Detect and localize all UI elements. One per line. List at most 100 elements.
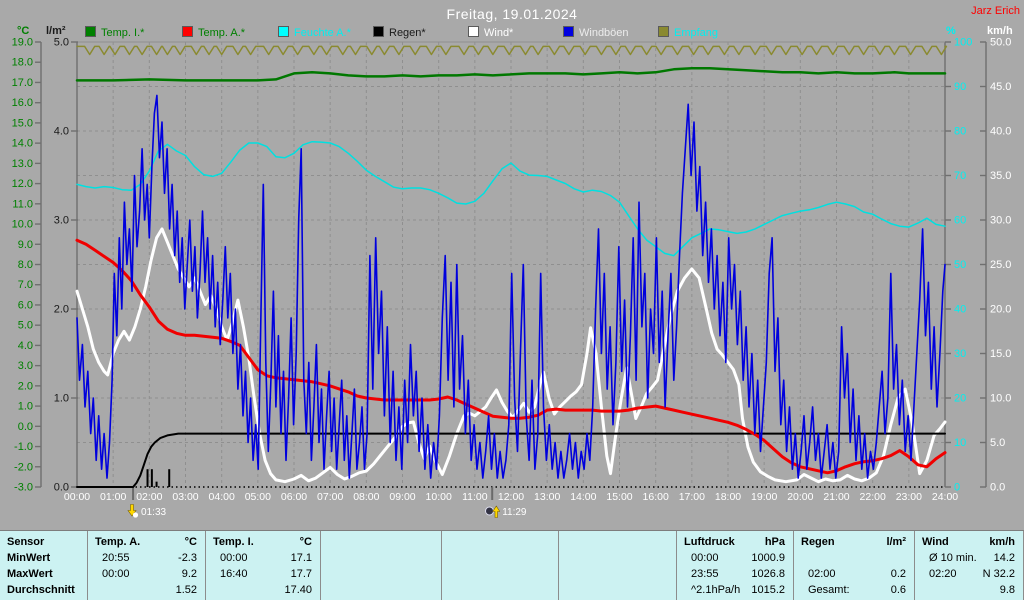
moonset-icon: [127, 504, 139, 518]
stats-column-unit: hPa: [764, 536, 785, 548]
windspeed-axis-label: 45.0: [990, 81, 1011, 93]
series-windb-en: [76, 94, 946, 479]
stats-cell-value: 17.7: [290, 568, 312, 580]
legend-item-windb-en[interactable]: Windböen: [563, 26, 629, 39]
legend-label: Windböen: [579, 27, 629, 39]
temp-axis-label: 19.0: [12, 37, 33, 49]
stats-column-regen: Regen l/m² 02:00 0.2 Gesamt: 0.6: [794, 531, 915, 600]
stats-cell-time: 00:00: [691, 552, 719, 564]
windspeed-axis-label: 20.0: [990, 304, 1011, 316]
temp-axis-label: 6.0: [18, 299, 33, 311]
temp-axis-label: -1.0: [14, 441, 33, 453]
rain-axis-unit: l/m²: [46, 25, 66, 37]
stats-column-name: Temp. I.: [213, 536, 254, 548]
temp-axis-label: -2.0: [14, 461, 33, 473]
windspeed-axis-label: 15.0: [990, 348, 1011, 360]
humidity-axis-unit: %: [946, 25, 956, 37]
stats-cell-value: -2.3: [178, 552, 197, 564]
time-axis-label: 00:00: [64, 491, 90, 503]
time-axis-label: 20:00: [787, 491, 813, 503]
legend-swatch-icon: [182, 26, 193, 37]
rain-axis-label: 2.0: [54, 304, 69, 316]
stats-cell-time: ^2.1hPa/h: [691, 584, 741, 596]
windspeed-axis-label: 10.0: [990, 393, 1011, 405]
temp-axis-label: 10.0: [12, 219, 33, 231]
series-temp-a-: [75, 238, 947, 475]
stats-column-temp-i-: Temp. I. °C 00:00 17.1 16:40 17.7 17.40: [206, 531, 321, 600]
time-axis-label: 05:00: [245, 491, 271, 503]
legend-label: Regen*: [389, 27, 426, 39]
rain-axis-label: 1.0: [54, 393, 69, 405]
temp-axis-label: 4.0: [18, 340, 33, 352]
stats-column-empty: [559, 531, 677, 600]
stats-column-unit: °C: [299, 536, 312, 548]
stats-cell-value: 0.6: [890, 584, 906, 596]
time-axis-label: 23:00: [896, 491, 922, 503]
legend-swatch-icon: [563, 26, 574, 37]
temp-axis-label: 1.0: [18, 401, 33, 413]
legend-item-temp-i-[interactable]: Temp. I.*: [85, 26, 145, 39]
humidity-axis-label: 20: [954, 393, 966, 405]
time-axis-label: 07:00: [317, 491, 343, 503]
stats-cell-time: 20:55: [102, 552, 130, 564]
temp-axis-label: 2.0: [18, 380, 33, 392]
time-axis-label: 08:00: [353, 491, 379, 503]
stats-cell-time: 16:40: [220, 568, 248, 580]
humidity-axis-label: 0: [954, 482, 960, 494]
legend-item-regen-[interactable]: Regen*: [373, 26, 426, 39]
marker-time-label: 01:33: [141, 507, 167, 518]
legend-label: Feuchte A.*: [294, 27, 351, 39]
legend-item-empfang[interactable]: Empfang: [658, 26, 718, 39]
stats-cell-time: 02:00: [808, 568, 836, 580]
stats-cell-time: Gesamt:: [808, 584, 850, 596]
stats-cell-value: N 32.2: [982, 568, 1015, 580]
windspeed-axis-label: 40.0: [990, 126, 1011, 138]
moonrise-marker: 11:29: [485, 504, 526, 518]
legend-label: Temp. I.*: [101, 27, 145, 39]
humidity-axis-label: 60: [954, 215, 966, 227]
stats-cell-value: 9.8: [999, 584, 1015, 596]
stats-cell-value: 17.1: [290, 552, 312, 564]
time-axis-label: 04:00: [209, 491, 235, 503]
stats-row-label: MaxWert: [7, 568, 53, 580]
temp-axis-label: 15.0: [12, 117, 33, 129]
stats-row-label: Sensor: [7, 536, 45, 548]
time-axis-label: 10:00: [426, 491, 452, 503]
stats-cell-time: Ø 10 min.: [929, 552, 977, 564]
rain-axis-label: 0.0: [54, 482, 69, 494]
stats-cell-time: 23:55: [691, 568, 719, 580]
humidity-axis-label: 30: [954, 348, 966, 360]
stats-column-wind: Wind km/h Ø 10 min. 14.2 02:20 N 32.2 9.8: [915, 531, 1024, 600]
temp-axis-label: 7.0: [18, 279, 33, 291]
time-axis-label: 15:00: [606, 491, 632, 503]
series-feuchte-a-: [76, 140, 946, 257]
stats-column-name: Regen: [801, 536, 835, 548]
humidity-axis-label: 50: [954, 259, 966, 271]
stats-cell-value: 1015.2: [751, 584, 785, 596]
stats-cell-value: 1.52: [175, 584, 197, 596]
stats-cell-time: 00:00: [102, 568, 130, 580]
humidity-axis-label: 70: [954, 170, 966, 182]
stats-cell-value: 14.2: [993, 552, 1015, 564]
humidity-axis-label: 10: [954, 437, 966, 449]
stats-row-label: MinWert: [7, 552, 51, 564]
stats-cell-time: 02:20: [929, 568, 957, 580]
page-title: Freitag, 19.01.2024: [446, 6, 578, 22]
legend-label: Wind*: [484, 27, 514, 39]
time-axis-label: 01:00: [100, 491, 126, 503]
time-axis-label: 03:00: [172, 491, 198, 503]
legend-item-wind-[interactable]: Wind*: [468, 26, 514, 39]
stats-cell-time: 00:00: [220, 552, 248, 564]
stats-column-name: Luftdruck: [684, 536, 735, 548]
legend-item-feuchte-a-[interactable]: Feuchte A.*: [278, 26, 351, 39]
time-axis-label: 02:00: [136, 491, 162, 503]
time-axis-label: 24:00: [932, 491, 958, 503]
stats-column-empty: [442, 531, 559, 600]
time-axis-label: 21:00: [823, 491, 849, 503]
legend-item-temp-a-[interactable]: Temp. A.*: [182, 26, 245, 39]
rain-axis-label: 4.0: [54, 126, 69, 138]
stats-cell-value: 1026.8: [751, 568, 785, 580]
temp-axis-unit: °C: [17, 25, 30, 37]
